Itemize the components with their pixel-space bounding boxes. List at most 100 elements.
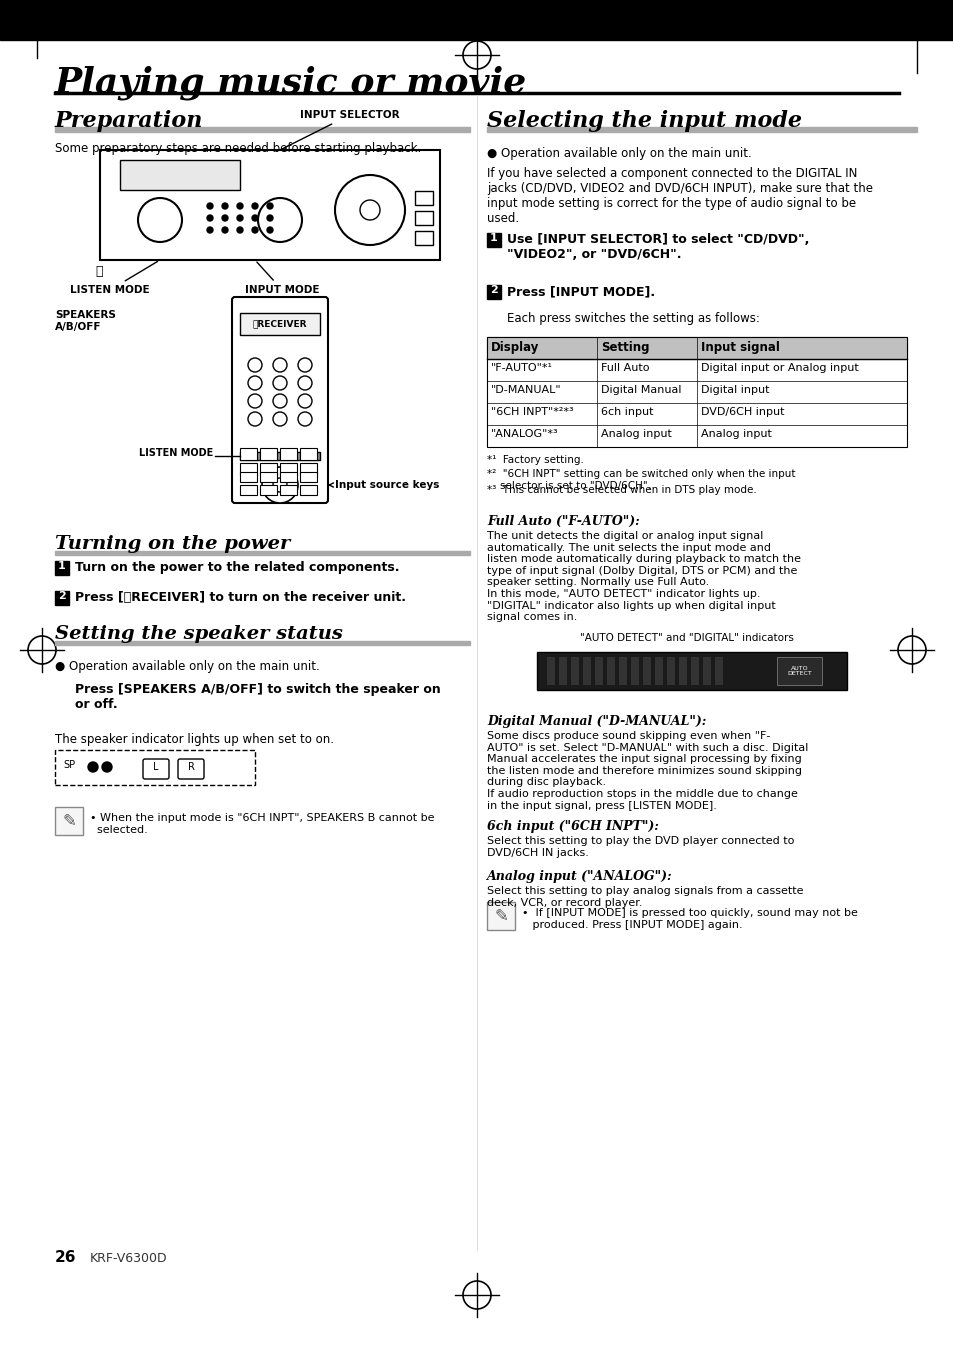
Bar [240, 472, 256, 482]
Bar [486, 338, 906, 359]
Text: Use [INPUT SELECTOR] to select "CD/DVD",
"VIDEO2", or "DVD/6CH".: Use [INPUT SELECTOR] to select "CD/DVD",… [506, 234, 808, 261]
Circle shape [273, 478, 287, 491]
Circle shape [222, 227, 228, 234]
Text: "F-AUTO"*¹: "F-AUTO"*¹ [491, 363, 553, 373]
Circle shape [262, 467, 297, 504]
Circle shape [267, 227, 273, 234]
Text: SP: SP [63, 760, 75, 770]
Text: Input source keys: Input source keys [329, 481, 439, 490]
Bar [486, 234, 500, 247]
Text: • When the input mode is "6CH INPT", SPEAKERS B cannot be
  selected.: • When the input mode is "6CH INPT", SPE… [90, 813, 434, 834]
Text: DVD/6CH input: DVD/6CH input [700, 406, 783, 417]
Bar [630, 657, 639, 684]
Text: ✎: ✎ [494, 907, 507, 925]
Circle shape [252, 215, 257, 221]
Text: 1: 1 [490, 234, 497, 243]
Text: 26: 26 [55, 1250, 76, 1265]
Text: 6ch input: 6ch input [600, 406, 653, 417]
Text: Full Auto: Full Auto [600, 363, 649, 373]
Bar [280, 448, 296, 460]
Bar [415, 231, 433, 244]
Text: Analog input: Analog input [700, 429, 771, 439]
Bar [280, 463, 296, 475]
Bar [240, 313, 319, 335]
Text: Some preparatory steps are needed before starting playback.: Some preparatory steps are needed before… [55, 142, 421, 155]
Text: 6ch input ("6CH INPT"):: 6ch input ("6CH INPT"): [486, 819, 659, 833]
Text: KRF-V6300D: KRF-V6300D [90, 1251, 168, 1265]
Text: Digital Manual: Digital Manual [600, 385, 680, 396]
Text: Setting the speaker status: Setting the speaker status [55, 625, 342, 643]
Text: Press [SPEAKERS A/B/OFF] to switch the speaker on
or off.: Press [SPEAKERS A/B/OFF] to switch the s… [75, 683, 440, 711]
Bar [55, 127, 470, 132]
Text: The unit detects the digital or analog input signal
automatically. The unit sele: The unit detects the digital or analog i… [486, 531, 801, 622]
Text: Digital input or Analog input: Digital input or Analog input [700, 363, 858, 373]
Bar [558, 657, 566, 684]
Text: Display: Display [491, 342, 538, 354]
Text: INPUT SELECTOR: INPUT SELECTOR [282, 109, 399, 148]
Bar [595, 657, 602, 684]
Text: Turning on the power: Turning on the power [55, 535, 290, 554]
Text: AUTO
DETECT: AUTO DETECT [787, 666, 812, 676]
Circle shape [252, 202, 257, 209]
Bar [714, 657, 722, 684]
Text: *¹  Factory setting.: *¹ Factory setting. [486, 455, 583, 464]
Text: Select this setting to play the DVD player connected to
DVD/6CH IN jacks.: Select this setting to play the DVD play… [486, 836, 794, 857]
Circle shape [273, 377, 287, 390]
Circle shape [207, 215, 213, 221]
Bar [0, 0, 953, 40]
Text: Setting: Setting [600, 342, 649, 354]
Text: ● Operation available only on the main unit.: ● Operation available only on the main u… [55, 660, 319, 674]
Bar [299, 463, 316, 475]
Text: 2: 2 [58, 591, 66, 601]
Text: 2: 2 [490, 285, 497, 296]
Circle shape [297, 358, 312, 373]
Circle shape [335, 176, 405, 244]
Bar [679, 657, 686, 684]
FancyBboxPatch shape [143, 759, 169, 779]
Text: If you have selected a component connected to the DIGITAL IN
jacks (CD/DVD, VIDE: If you have selected a component connect… [486, 167, 872, 225]
Bar [240, 463, 256, 475]
Bar [55, 641, 470, 645]
Bar [55, 807, 83, 836]
Text: Turn on the power to the related components.: Turn on the power to the related compone… [75, 562, 399, 574]
Circle shape [248, 358, 262, 373]
Text: LISTEN MODE: LISTEN MODE [70, 262, 157, 296]
Text: "6CH INPT"*²*³: "6CH INPT"*²*³ [491, 406, 573, 417]
Circle shape [222, 215, 228, 221]
Text: ✎: ✎ [62, 811, 76, 830]
Bar [299, 472, 316, 482]
Text: *³  This cannot be selected when in DTS play mode.: *³ This cannot be selected when in DTS p… [486, 485, 756, 495]
Circle shape [273, 358, 287, 373]
Circle shape [88, 761, 98, 772]
Text: Digital Manual ("D-MANUAL"):: Digital Manual ("D-MANUAL"): [486, 716, 705, 728]
Text: Selecting the input mode: Selecting the input mode [486, 109, 801, 132]
Text: L: L [153, 761, 158, 772]
Text: ⏻RECEIVER: ⏻RECEIVER [253, 320, 307, 328]
Bar [537, 652, 846, 690]
Circle shape [222, 202, 228, 209]
Bar [618, 657, 626, 684]
Bar [776, 657, 821, 684]
Circle shape [207, 227, 213, 234]
Text: Select this setting to play analog signals from a cassette
deck, VCR, or record : Select this setting to play analog signa… [486, 886, 802, 907]
Circle shape [297, 394, 312, 408]
Bar [486, 285, 500, 298]
Bar [702, 657, 710, 684]
Text: SPEAKERS: SPEAKERS [55, 310, 115, 320]
Text: ⏻: ⏻ [95, 265, 102, 278]
Bar [240, 485, 256, 495]
Bar [415, 190, 433, 205]
Bar [260, 472, 276, 482]
Circle shape [138, 198, 182, 242]
Bar [280, 485, 296, 495]
Text: Full Auto ("F-AUTO"):: Full Auto ("F-AUTO"): [486, 514, 639, 528]
Text: 1: 1 [58, 562, 66, 571]
Bar [486, 127, 916, 132]
Bar [120, 161, 240, 190]
Bar [260, 485, 276, 495]
Text: LISTEN MODE: LISTEN MODE [138, 448, 213, 458]
Bar [260, 448, 276, 460]
Circle shape [102, 761, 112, 772]
Bar [299, 448, 316, 460]
Circle shape [273, 412, 287, 427]
